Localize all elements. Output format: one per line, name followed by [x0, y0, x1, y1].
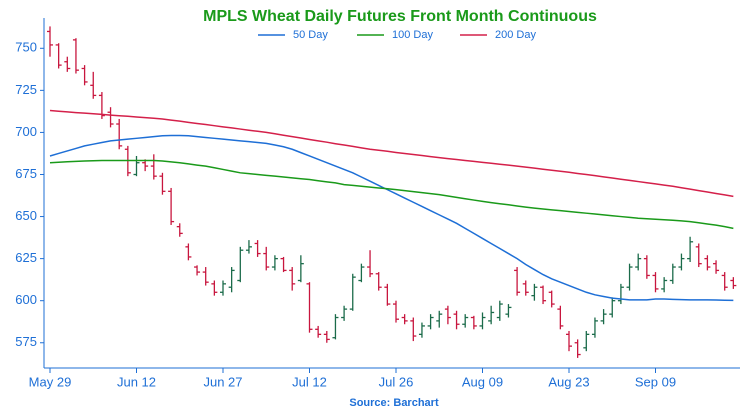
x-tick-label: May 29: [29, 374, 72, 389]
y-tick-label: 750: [15, 40, 37, 55]
x-tick-label: Jul 26: [379, 374, 414, 389]
x-tick-label: Jul 12: [292, 374, 327, 389]
y-tick-label: 625: [15, 250, 37, 265]
ma-line: [49, 159, 734, 230]
ma-line: [49, 134, 734, 302]
source-note: Source: Barchart: [349, 397, 439, 409]
x-tick-label: Sep 09: [635, 374, 676, 389]
legend-label: 200 Day: [495, 29, 536, 41]
y-tick-label: 725: [15, 82, 37, 97]
chart-title: MPLS Wheat Daily Futures Front Month Con…: [203, 8, 597, 25]
y-tick-label: 650: [15, 208, 37, 223]
x-tick-label: Aug 23: [548, 374, 589, 389]
y-tick-label: 675: [15, 166, 37, 181]
x-tick-label: Jun 27: [203, 374, 242, 389]
y-tick-label: 575: [15, 334, 37, 349]
legend-label: 100 Day: [392, 29, 433, 41]
x-tick-label: Jun 12: [117, 374, 156, 389]
y-tick-label: 600: [15, 292, 37, 307]
legend-label: 50 Day: [293, 29, 328, 41]
ma-line: [49, 109, 734, 198]
y-tick-label: 700: [15, 124, 37, 139]
x-tick-label: Aug 09: [462, 374, 503, 389]
